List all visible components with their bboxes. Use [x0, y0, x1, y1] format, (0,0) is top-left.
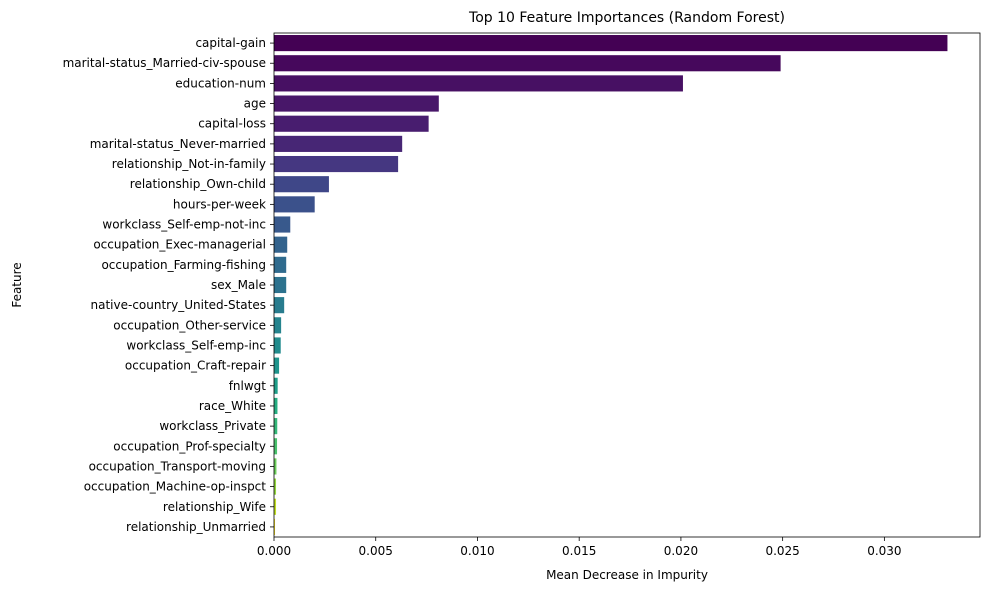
- x-tick-label: 0.025: [765, 544, 799, 558]
- y-tick-label: workclass_Self-emp-inc: [126, 338, 266, 352]
- y-tick-label: workclass_Self-emp-not-inc: [102, 218, 266, 232]
- y-tick-label: occupation_Other-service: [113, 318, 266, 332]
- y-tick-label: relationship_Wife: [163, 500, 266, 514]
- y-tick-label: relationship_Own-child: [130, 177, 266, 191]
- y-tick-label: occupation_Craft-repair: [125, 359, 266, 373]
- bar-hours-per-week: [274, 196, 315, 213]
- bar-age: [274, 95, 439, 112]
- y-tick-label: occupation_Farming-fishing: [101, 258, 266, 272]
- bar-occupation_Craft-repair: [274, 357, 280, 374]
- bar-marital-status_Never-married: [274, 135, 403, 152]
- bar-capital-gain: [274, 35, 948, 52]
- y-tick-label: race_White: [199, 399, 266, 413]
- bar-relationship_Not-in-family: [274, 155, 399, 173]
- chart-title: Top 10 Feature Importances (Random Fores…: [468, 10, 785, 26]
- bar-occupation_Exec-managerial: [274, 236, 288, 253]
- bar-marital-status_Married-civ-spouse: [274, 55, 781, 72]
- plot-frame: [273, 32, 981, 538]
- bar-workclass_Self-emp-inc: [274, 337, 281, 354]
- y-tick-label: occupation_Transport-moving: [89, 459, 266, 473]
- bar-occupation_Prof-specialty: [274, 438, 278, 455]
- bars-group: [274, 35, 948, 535]
- y-tick-label: capital-loss: [198, 117, 266, 131]
- x-tick-label: 0.010: [460, 544, 494, 558]
- y-tick-label: fnlwgt: [229, 379, 267, 393]
- bar-native-country_United-States: [274, 297, 285, 314]
- bar-capital-loss: [274, 115, 429, 132]
- y-tick-label: occupation_Machine-op-inspct: [84, 480, 267, 494]
- y-tick-label: capital-gain: [195, 36, 266, 50]
- bar-occupation_Farming-fishing: [274, 256, 287, 273]
- x-tick-label: 0.000: [257, 544, 291, 558]
- x-tick-label: 0.030: [867, 544, 901, 558]
- x-axis-label: Mean Decrease in Impurity: [546, 568, 708, 582]
- x-axis-ticks: 0.000 0.005 0.010 0.015 0.020 0.025 0.030: [257, 537, 902, 558]
- y-axis-label: Feature: [10, 262, 24, 307]
- y-tick-label: marital-status_Married-civ-spouse: [63, 56, 266, 70]
- bar-occupation_Other-service: [274, 317, 282, 334]
- y-tick-label: occupation_Exec-managerial: [93, 238, 266, 252]
- y-tick-label: age: [244, 97, 266, 111]
- y-axis-ticks: capital-gain marital-status_Married-civ-s…: [63, 36, 274, 534]
- y-tick-label: relationship_Unmarried: [126, 520, 266, 534]
- bar-relationship_Own-child: [274, 176, 329, 193]
- bar-occupation_Machine-op-inspct: [274, 478, 277, 495]
- y-tick-label: workclass_Private: [159, 419, 266, 433]
- y-tick-label: relationship_Not-in-family: [112, 157, 266, 171]
- y-tick-label: education-num: [175, 76, 266, 90]
- x-tick-label: 0.005: [359, 544, 393, 558]
- bar-education-num: [274, 75, 683, 92]
- bar-occupation_Transport-moving: [274, 458, 277, 475]
- bar-relationship_Wife: [274, 498, 277, 515]
- x-tick-label: 0.015: [562, 544, 596, 558]
- y-tick-label: marital-status_Never-married: [90, 137, 266, 151]
- bar-workclass_Self-emp-not-inc: [274, 216, 291, 233]
- y-tick-label: native-country_United-States: [91, 298, 266, 312]
- bar-race_White: [274, 397, 278, 415]
- y-tick-label: occupation_Prof-specialty: [113, 439, 266, 453]
- bar-sex_Male: [274, 276, 287, 294]
- y-tick-label: sex_Male: [211, 278, 266, 292]
- y-tick-label: hours-per-week: [173, 197, 266, 211]
- bar-fnlwgt: [274, 377, 278, 394]
- bar-workclass_Private: [274, 418, 278, 435]
- bar-relationship_Unmarried: [274, 518, 276, 535]
- x-tick-label: 0.020: [664, 544, 698, 558]
